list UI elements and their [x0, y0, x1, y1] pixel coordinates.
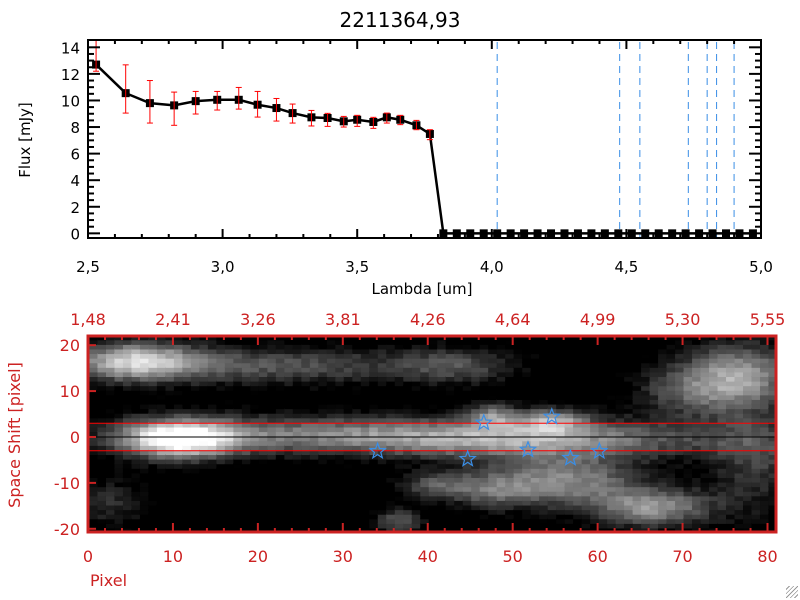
- y-tick-label: 0: [70, 428, 80, 447]
- data-point: [654, 229, 663, 238]
- data-point: [722, 229, 731, 238]
- top-wavelength-tick-label: 5,30: [665, 310, 701, 329]
- data-point: [708, 229, 717, 238]
- top-wavelength-tick-label: 3,81: [325, 310, 361, 329]
- flux-series-line: [95, 63, 753, 235]
- data-point: [681, 229, 690, 238]
- data-point: [452, 229, 461, 238]
- data-point: [627, 229, 636, 238]
- x-tick-label: 50: [503, 547, 523, 566]
- data-point: [520, 229, 529, 238]
- y-tick-label: 0: [70, 225, 80, 243]
- top-wavelength-tick-label: 3,26: [240, 310, 276, 329]
- y-tick-label: -10: [54, 474, 80, 493]
- top-wavelength-tick-label: 5,55: [750, 310, 786, 329]
- x-tick-label: 4,5: [614, 258, 638, 276]
- y-tick-label: 8: [70, 119, 80, 137]
- bottom-x-axis-label: Pixel: [90, 571, 127, 590]
- x-tick-label: 60: [587, 547, 607, 566]
- data-point: [439, 229, 448, 238]
- data-point: [547, 229, 556, 238]
- data-point: [560, 229, 569, 238]
- x-tick-label: 0: [83, 547, 93, 566]
- top-x-axis-label: Lambda [um]: [372, 280, 473, 298]
- image-plot: 0 10 20 30 40 50 60 70 80 1,48 2,41 3,26 3,81 4,26 4,6…: [54, 310, 785, 566]
- data-point: [479, 229, 488, 238]
- star-marker: [474, 413, 494, 431]
- star-marker: [368, 441, 387, 460]
- x-tick-label: 3,0: [211, 258, 235, 276]
- data-point: [600, 229, 609, 238]
- y-tick-label: 10: [60, 382, 80, 401]
- bottom-y-axis-label: Space Shift [pixel]: [5, 362, 24, 508]
- y-tick-label: 4: [70, 172, 80, 190]
- data-point: [614, 229, 623, 238]
- star-marker: [561, 448, 580, 466]
- top-wavelength-tick-label: 1,48: [70, 310, 106, 329]
- data-point: [587, 229, 596, 238]
- data-point: [506, 229, 515, 238]
- resize-grip[interactable]: [786, 586, 798, 598]
- y-tick-label: 10: [61, 92, 80, 110]
- star-marker: [518, 440, 538, 458]
- x-tick-label: 80: [757, 547, 777, 566]
- data-point: [695, 229, 704, 238]
- x-tick-label: 40: [418, 547, 438, 566]
- data-point: [641, 229, 650, 238]
- data-point: [735, 229, 744, 238]
- image-frame: [86, 334, 778, 534]
- y-tick-label: 12: [61, 66, 80, 84]
- top-y-axis-label: Flux [mJy]: [16, 102, 34, 178]
- x-tick-label: 30: [333, 547, 353, 566]
- x-tick-label: 20: [248, 547, 268, 566]
- x-tick-label: 5,0: [749, 258, 773, 276]
- x-tick-label: 70: [672, 547, 692, 566]
- x-tick-label: 3,5: [345, 258, 369, 276]
- data-point: [466, 229, 475, 238]
- y-tick-label: 20: [60, 336, 80, 355]
- plot-frame: [87, 39, 762, 239]
- flux-plot: 2,5 3,0 3,5 4,0 4,5 5,0 0 2 4 6 8 10 12 14: [61, 39, 773, 276]
- y-tick-label: 2: [70, 199, 80, 217]
- y-tick-label: 6: [70, 146, 80, 164]
- spectrum-image-heatmap: [89, 337, 777, 532]
- x-tick-label: 10: [163, 547, 183, 566]
- y-tick-label: 14: [61, 39, 80, 57]
- top-wavelength-tick-label: 4,99: [580, 310, 616, 329]
- data-point: [668, 229, 677, 238]
- data-point: [493, 229, 502, 238]
- top-wavelength-tick-label: 2,41: [155, 310, 191, 329]
- star-marker: [590, 441, 609, 460]
- top-wavelength-tick-label: 4,26: [410, 310, 446, 329]
- data-point: [573, 229, 582, 238]
- star-marker: [458, 449, 477, 467]
- star-marker: [542, 407, 562, 425]
- y-tick-label: -20: [54, 520, 80, 539]
- x-tick-label: 4,0: [480, 258, 504, 276]
- top-wavelength-tick-label: 4,64: [495, 310, 531, 329]
- data-point: [533, 229, 542, 238]
- x-tick-label: 2,5: [76, 258, 100, 276]
- chart-title: 2211364,93: [340, 8, 461, 32]
